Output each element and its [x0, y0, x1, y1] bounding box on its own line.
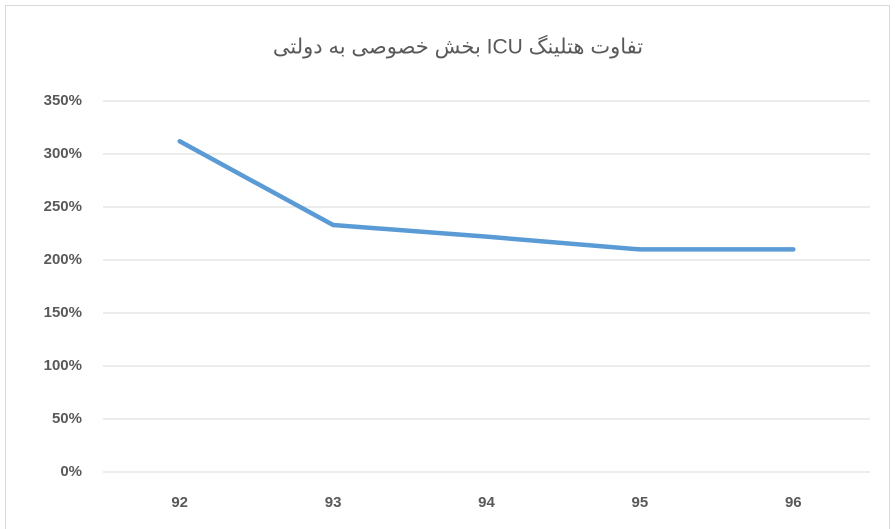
- x-tick-label: 96: [785, 494, 802, 511]
- data-line: [177, 139, 796, 252]
- x-tick-label: 92: [171, 494, 188, 511]
- y-tick-label: 250%: [44, 198, 82, 215]
- chart-title: تفاوت هتلینگ ICU بخش خصوصی به دولتی: [273, 35, 643, 59]
- y-tick-label: 200%: [44, 251, 82, 268]
- x-tick-label: 95: [632, 494, 649, 511]
- y-tick-label: 50%: [52, 410, 82, 427]
- x-tick-label: 93: [325, 494, 342, 511]
- chart-border: [5, 5, 890, 529]
- y-tick-label: 150%: [44, 304, 82, 321]
- x-tick-label: 94: [478, 494, 495, 511]
- y-tick-label: 350%: [44, 92, 82, 109]
- y-tick-label: 300%: [44, 145, 82, 162]
- y-tick-label: 0%: [60, 463, 82, 480]
- y-tick-label: 100%: [44, 357, 82, 374]
